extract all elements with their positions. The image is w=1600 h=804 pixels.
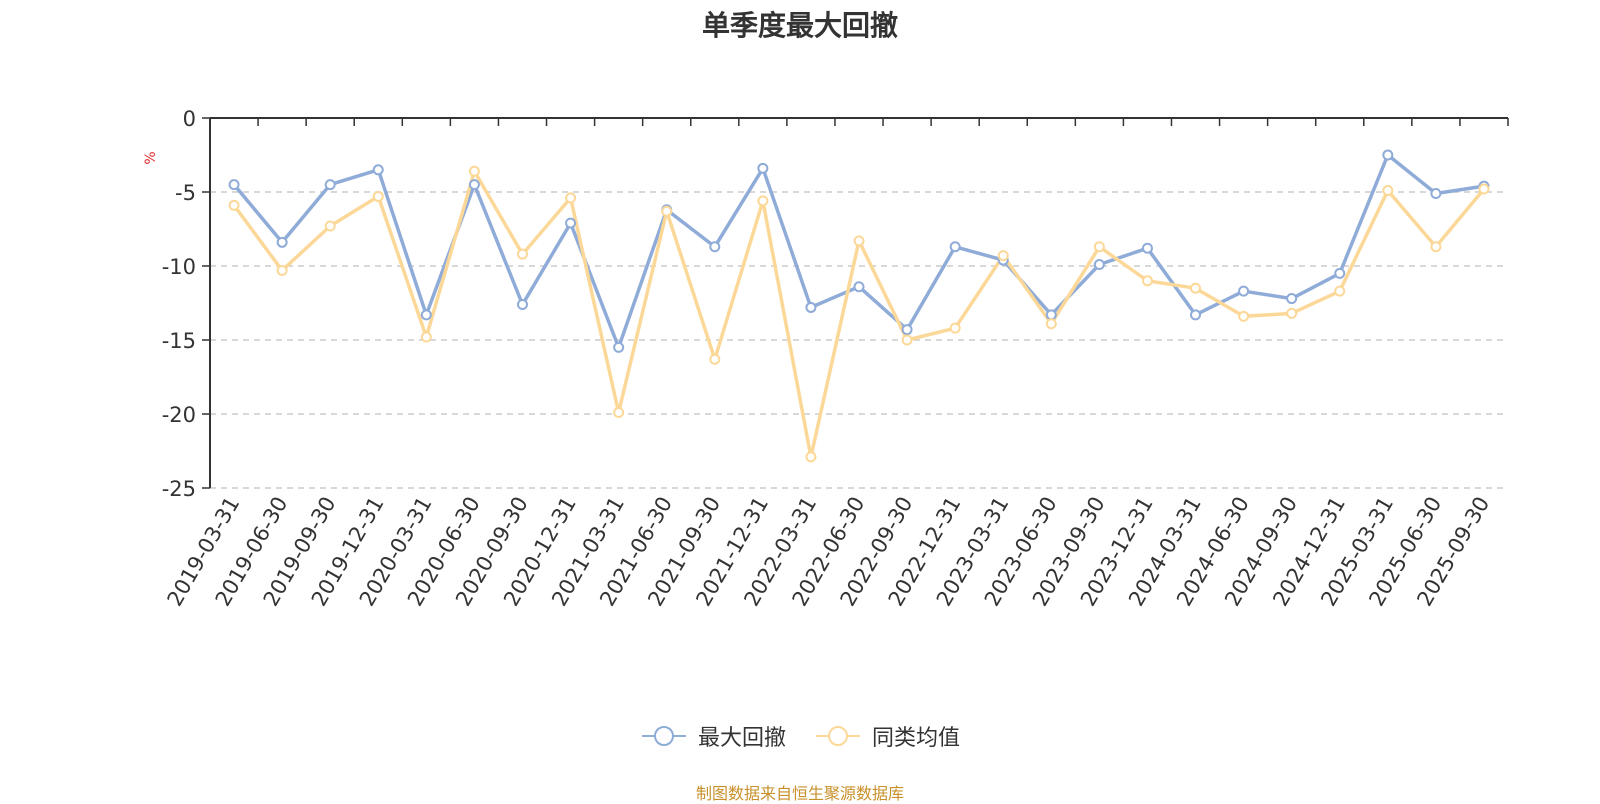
y-tick-label: -10 [162, 255, 196, 279]
chart-title: 单季度最大回撤 [701, 9, 898, 42]
data-point-series-2[interactable] [661, 205, 673, 217]
data-point-series-2[interactable] [949, 322, 961, 334]
data-point-series-2[interactable] [709, 353, 721, 365]
data-point-series-2[interactable] [276, 264, 288, 276]
data-point-series-1[interactable] [1045, 309, 1057, 321]
legend-item-series-1[interactable]: 最大回撤 [640, 720, 786, 752]
y-tick-label: -25 [162, 477, 196, 501]
data-point-series-1[interactable] [1382, 149, 1394, 161]
legend: 最大回撤 同类均值 [0, 720, 1600, 752]
data-point-series-1[interactable] [853, 281, 865, 293]
y-axis-unit-label: % [143, 151, 159, 164]
data-point-series-1[interactable] [228, 179, 240, 191]
data-point-series-1[interactable] [1238, 285, 1250, 297]
data-point-series-1[interactable] [901, 324, 913, 336]
data-point-series-1[interactable] [709, 241, 721, 253]
y-tick-label: 0 [183, 107, 196, 131]
data-point-series-1[interactable] [805, 301, 817, 313]
data-point-series-2[interactable] [757, 195, 769, 207]
data-point-series-2[interactable] [1190, 282, 1202, 294]
data-point-series-2[interactable] [901, 334, 913, 346]
data-point-series-2[interactable] [997, 250, 1009, 262]
data-point-series-2[interactable] [1382, 185, 1394, 197]
data-point-series-2[interactable] [853, 235, 865, 247]
data-point-series-2[interactable] [1045, 318, 1057, 330]
data-point-series-1[interactable] [565, 217, 577, 229]
series-lines [232, 153, 1486, 459]
data-point-series-2[interactable] [1093, 241, 1105, 253]
data-point-series-2[interactable] [1286, 307, 1298, 319]
legend-marker-series-1-icon [641, 726, 686, 746]
source-note: 制图数据来自恒生聚源数据库 [695, 784, 904, 803]
data-point-series-1[interactable] [276, 236, 288, 248]
legend-label-series-1: 最大回撤 [697, 726, 786, 751]
data-point-series-1[interactable] [372, 164, 384, 176]
data-point-series-1[interactable] [613, 341, 625, 353]
data-point-series-2[interactable] [1430, 241, 1442, 253]
data-point-series-1[interactable] [1141, 242, 1153, 254]
data-point-series-2[interactable] [228, 199, 240, 211]
data-point-series-2[interactable] [516, 248, 528, 260]
axes: 0-5-10-15-20-252019-03-312019-06-302019-… [162, 107, 1509, 610]
y-tick-label: -15 [162, 329, 196, 353]
data-point-series-1[interactable] [1286, 293, 1298, 305]
legend-item-series-2[interactable]: 同类均值 [814, 720, 960, 752]
data-point-series-1[interactable] [757, 162, 769, 174]
data-point-series-2[interactable] [420, 331, 432, 343]
data-point-series-2[interactable] [805, 451, 817, 463]
grid-lines [210, 191, 1508, 489]
data-point-series-1[interactable] [949, 241, 961, 253]
data-point-series-1[interactable] [1430, 187, 1442, 199]
data-point-series-1[interactable] [468, 179, 480, 191]
data-point-series-1[interactable] [1190, 309, 1202, 321]
data-point-series-1[interactable] [516, 298, 528, 310]
data-point-series-2[interactable] [613, 407, 625, 419]
data-point-series-2[interactable] [565, 192, 577, 204]
data-point-series-2[interactable] [1238, 310, 1250, 322]
data-point-series-1[interactable] [324, 179, 336, 191]
data-point-series-2[interactable] [468, 165, 480, 177]
y-tick-label: -20 [162, 403, 196, 427]
data-point-series-2[interactable] [1141, 275, 1153, 287]
data-point-series-2[interactable] [324, 220, 336, 232]
data-point-series-2[interactable] [372, 190, 384, 202]
data-point-series-1[interactable] [1093, 259, 1105, 271]
data-points [228, 149, 1490, 463]
data-point-series-1[interactable] [420, 309, 432, 321]
data-point-series-2[interactable] [1334, 285, 1346, 297]
data-point-series-1[interactable] [1334, 267, 1346, 279]
data-point-series-2[interactable] [1478, 183, 1490, 195]
y-tick-label: -5 [175, 181, 196, 205]
legend-marker-series-2-icon [816, 726, 860, 746]
legend-label-series-2: 同类均值 [872, 726, 961, 751]
